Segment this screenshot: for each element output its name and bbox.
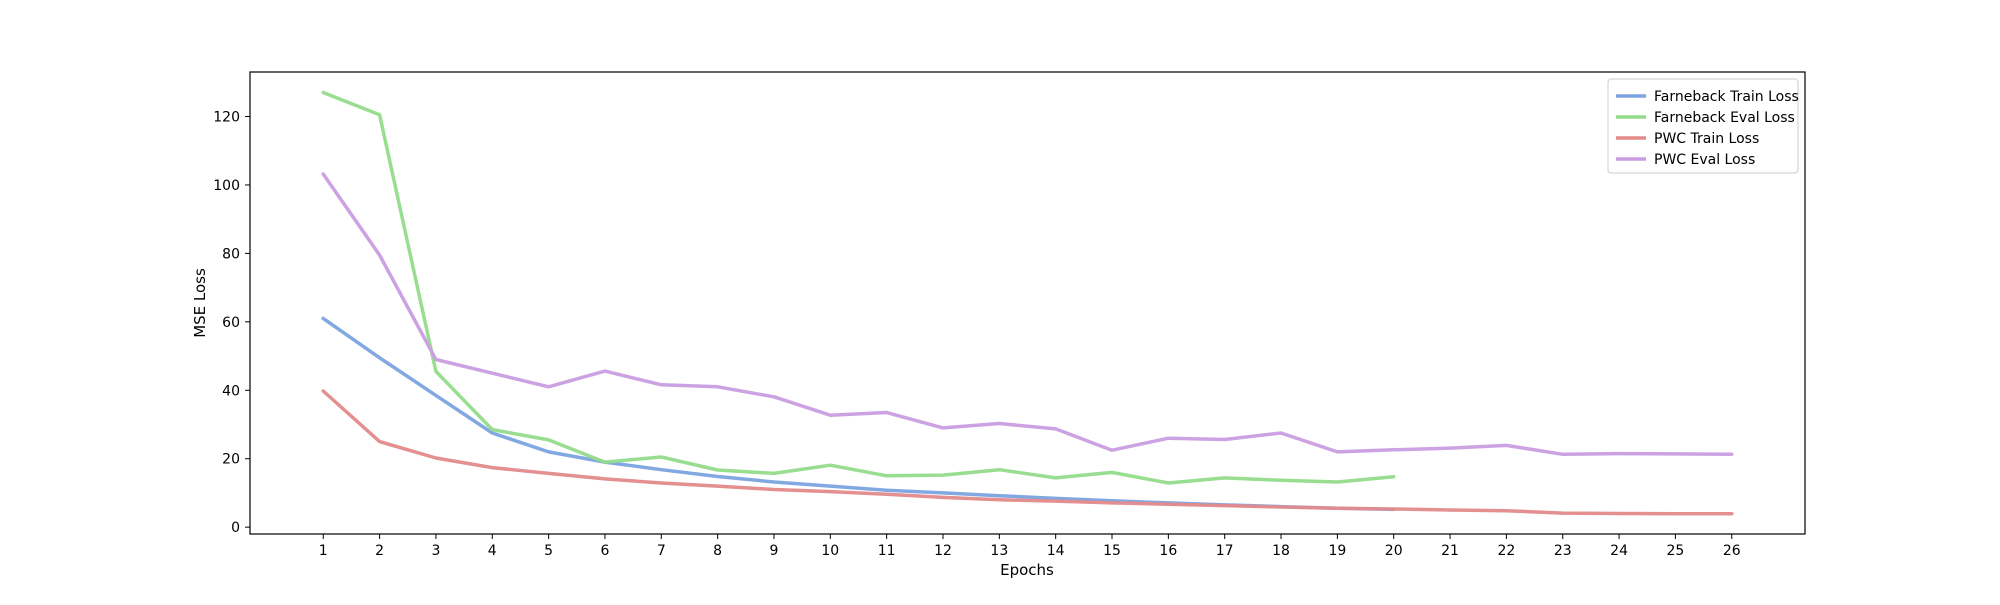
x-tick-label: 5 [544,543,553,559]
x-tick-label: 26 [1723,543,1741,559]
legend-label: Farneback Train Loss [1654,89,1799,105]
x-tick-label: 7 [657,543,666,559]
x-tick-label: 12 [934,543,952,559]
y-axis-label: MSE Loss [191,268,209,338]
x-tick-label: 8 [713,543,722,559]
x-tick-label: 25 [1667,543,1685,559]
x-tick-label: 4 [488,543,497,559]
y-tick-label: 60 [222,315,240,331]
x-tick-label: 19 [1328,543,1346,559]
x-tick-label: 24 [1610,543,1628,559]
x-tick-label: 20 [1385,543,1403,559]
y-tick-label: 80 [222,246,240,262]
x-tick-label: 6 [600,543,609,559]
x-tick-label: 9 [770,543,779,559]
series-line [323,93,1394,484]
y-tick-label: 120 [213,109,240,125]
series-group [323,93,1394,484]
y-axis: 0 20 40 60 80 100 120 [213,109,250,536]
x-tick-label: 10 [821,543,839,559]
x-tick-label: 22 [1497,543,1515,559]
x-tick-label: 14 [1047,543,1065,559]
y-tick-label: 40 [222,383,240,399]
x-tick-label: 18 [1272,543,1290,559]
x-axis-label: Epochs [1000,561,1054,579]
series-line [323,174,1732,454]
x-tick-label: 17 [1216,543,1234,559]
legend: Farneback Train Loss Farneback Eval Loss P… [1608,79,1799,173]
y-tick-label: 100 [213,178,240,194]
y-tick-label: 20 [222,452,240,468]
x-tick-label: 15 [1103,543,1121,559]
x-tick-label: 11 [878,543,896,559]
x-tick-label: 3 [431,543,440,559]
x-tick-label: 1 [319,543,328,559]
x-tick-label: 2 [375,543,384,559]
y-tick-label: 0 [231,520,240,536]
x-tick-label: 13 [990,543,1008,559]
x-tick-label: 16 [1159,543,1177,559]
x-tick-label: 21 [1441,543,1459,559]
series-group [323,174,1732,454]
series-layer [323,93,1732,514]
legend-label: PWC Eval Loss [1654,152,1755,168]
legend-label: PWC Train Loss [1654,131,1759,147]
x-tick-label: 23 [1554,543,1572,559]
legend-label: Farneback Eval Loss [1654,110,1795,126]
